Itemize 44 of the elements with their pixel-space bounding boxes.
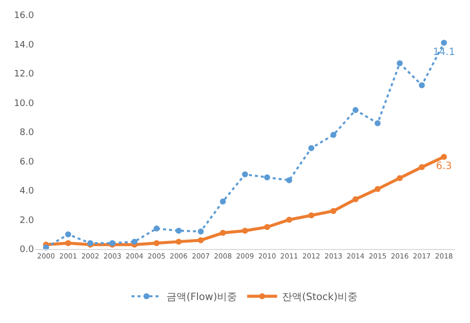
point xyxy=(176,228,182,234)
point xyxy=(264,174,270,180)
point xyxy=(374,120,381,126)
point xyxy=(242,171,248,178)
y-tick-label: 16.0 xyxy=(14,11,34,22)
y-tick-label: 6.0 xyxy=(20,157,34,168)
point xyxy=(440,154,447,160)
point xyxy=(65,231,72,238)
point xyxy=(396,60,403,66)
point xyxy=(440,40,447,46)
legend-label: 금액(Flow)비중 xyxy=(166,292,238,304)
point xyxy=(198,228,204,234)
point xyxy=(131,238,138,245)
y-tick-label: 12.0 xyxy=(14,70,34,80)
y-tick-label: 2.0 xyxy=(20,216,34,226)
point xyxy=(220,230,226,236)
point xyxy=(154,226,160,232)
point xyxy=(286,216,292,223)
legend-label: 잔액(Stock)비중 xyxy=(282,292,358,304)
point xyxy=(374,186,381,192)
point xyxy=(176,238,182,245)
data-label: 14.1 xyxy=(432,47,456,58)
point xyxy=(308,145,314,152)
point xyxy=(418,82,425,88)
data-label: 6.3 xyxy=(436,161,452,172)
point xyxy=(220,198,226,204)
point xyxy=(154,240,160,246)
point xyxy=(286,177,292,184)
point xyxy=(330,208,336,214)
y-tick-label: 4.0 xyxy=(20,186,34,197)
y-tick-label: 0.0 xyxy=(20,245,34,256)
point xyxy=(65,240,72,246)
y-tick-label: 14.0 xyxy=(14,40,34,50)
point xyxy=(308,212,314,218)
point xyxy=(352,107,359,114)
point xyxy=(330,132,336,138)
point xyxy=(264,224,270,230)
point xyxy=(418,164,425,170)
point xyxy=(242,228,248,234)
point xyxy=(352,196,359,202)
y-tick-label: 10.0 xyxy=(14,98,34,109)
y-tick-label: 8.0 xyxy=(20,128,34,138)
point xyxy=(396,175,403,182)
point xyxy=(198,237,204,244)
